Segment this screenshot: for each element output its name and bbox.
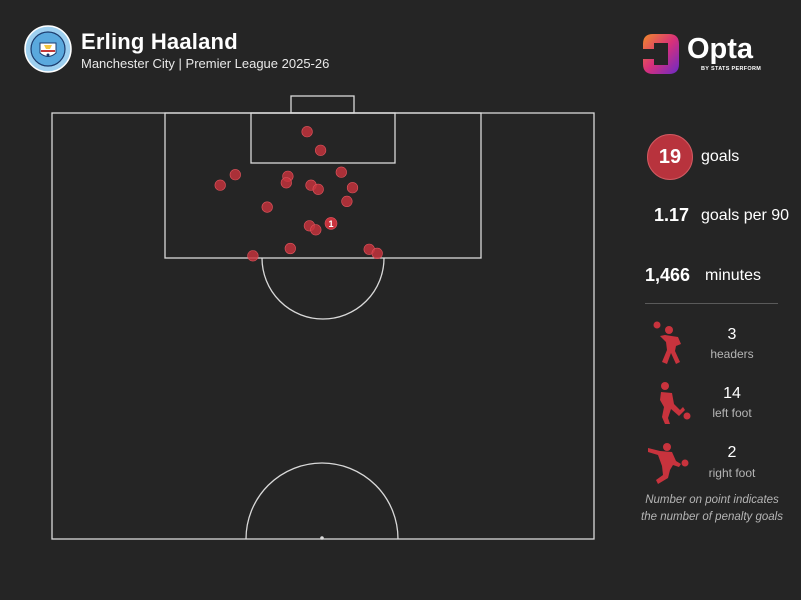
- shots-layer: 1: [214, 126, 383, 262]
- pitch-lines: [51, 95, 595, 540]
- shot-point: [214, 179, 226, 191]
- brand-sub: BY STATS PERFORM: [701, 66, 762, 72]
- shot-point: [280, 177, 292, 189]
- shot-point: [247, 250, 259, 262]
- goals-per-90-label: goals per 90: [701, 207, 790, 224]
- right-foot-label: right foot: [708, 466, 756, 480]
- goals-label: goals: [701, 148, 740, 165]
- left-foot-label: left foot: [712, 406, 752, 420]
- goals-per-90-value: 1.17: [654, 205, 690, 225]
- centre-circle: [245, 462, 399, 540]
- shot-point: [301, 126, 313, 138]
- shot-point: [335, 166, 347, 178]
- pitch-outline: [51, 112, 595, 540]
- right-foot-count: 2: [727, 444, 737, 461]
- left-foot-count: 14: [723, 385, 741, 402]
- penalty-count-label: 1: [328, 219, 333, 229]
- player-name: Erling Haaland: [81, 29, 238, 54]
- penalty-box: [164, 112, 482, 259]
- shot-point: [324, 217, 338, 230]
- shot-point: [312, 183, 324, 195]
- shot-point: [315, 144, 327, 156]
- left-foot-player-icon: [660, 382, 691, 424]
- penalty-note-line-2: the number of penalty goals: [641, 511, 783, 523]
- shot-point: [341, 195, 353, 207]
- header-player-icon: [653, 321, 681, 364]
- centre-spot: [320, 536, 324, 540]
- club-badge-icon: [24, 25, 72, 73]
- shot-point: [310, 224, 322, 236]
- divider: [645, 303, 778, 304]
- headers-label: headers: [710, 347, 754, 361]
- shot-point: [346, 182, 359, 194]
- minutes-label: minutes: [705, 267, 762, 284]
- headers-count: 3: [727, 326, 737, 343]
- shot-point: [261, 201, 273, 213]
- penalty-note-line-1: Number on point indicates: [645, 494, 779, 506]
- minutes-value: 1,466: [645, 265, 691, 285]
- subtitle: Manchester City | Premier League 2025-26: [81, 56, 330, 71]
- goal: [290, 95, 355, 114]
- right-foot-player-icon: [648, 443, 689, 484]
- penalty-arc: [261, 257, 385, 320]
- goals-value: 19: [647, 134, 693, 180]
- brand-name: Opta: [687, 33, 754, 65]
- shot-point: [284, 242, 296, 255]
- six-yard-box: [250, 112, 396, 164]
- opta-mark-icon: [643, 34, 679, 74]
- shot-point: [229, 169, 241, 181]
- penalty-note: Number on point indicates the number of …: [632, 492, 792, 526]
- shot-point: [371, 247, 383, 259]
- opta-logo: Opta BY STATS PERFORM: [639, 31, 769, 81]
